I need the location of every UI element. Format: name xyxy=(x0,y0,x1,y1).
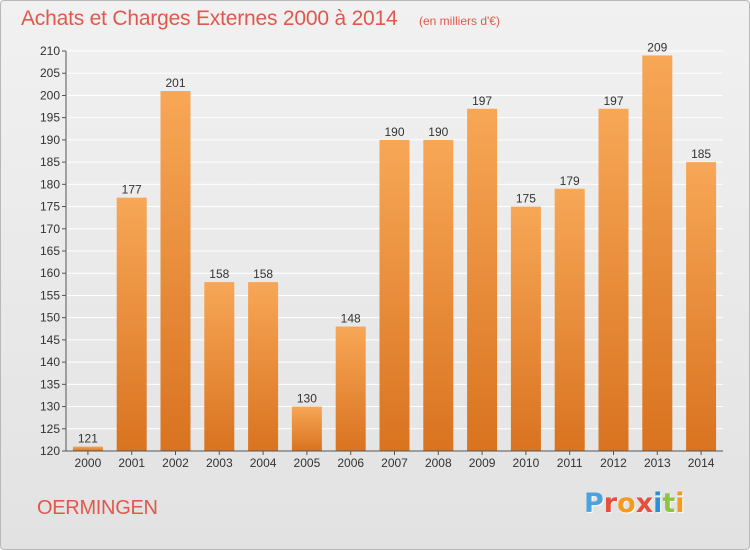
data-label: 158 xyxy=(209,267,229,281)
bar xyxy=(335,326,366,451)
x-tick-label: 2014 xyxy=(688,456,715,470)
x-tick-label: 2011 xyxy=(557,456,583,470)
chart-subtitle: (en milliers d'€) xyxy=(419,14,500,28)
x-tick-label: 2000 xyxy=(75,456,102,470)
data-label: 130 xyxy=(297,392,317,406)
y-tick-label: 155 xyxy=(40,288,60,302)
x-tick-label: 2009 xyxy=(469,456,496,470)
axes xyxy=(62,50,723,455)
x-tick-label: 2010 xyxy=(513,456,540,470)
y-tick-label: 175 xyxy=(40,200,60,214)
bar xyxy=(204,282,235,451)
bar xyxy=(686,162,717,451)
y-tick-label: 150 xyxy=(40,311,60,325)
y-tick-label: 210 xyxy=(40,44,60,58)
y-tick-label: 190 xyxy=(40,133,60,147)
bar xyxy=(642,55,673,451)
logo-letter: t xyxy=(662,488,676,519)
y-tick-label: 170 xyxy=(40,222,60,236)
logo-letter: P xyxy=(584,488,604,519)
data-label: 121 xyxy=(78,432,98,446)
logo-letter: x xyxy=(635,488,654,519)
bar xyxy=(248,282,279,451)
data-label: 175 xyxy=(516,192,536,206)
bar xyxy=(554,188,585,451)
bar xyxy=(467,108,498,452)
logo-letter: r xyxy=(603,488,618,519)
data-label: 190 xyxy=(428,125,448,139)
x-tick-label: 2004 xyxy=(250,456,277,470)
y-tick-label: 165 xyxy=(40,244,60,258)
bar xyxy=(291,406,322,451)
logo-letter: o xyxy=(617,488,636,519)
data-label: 190 xyxy=(384,125,404,139)
bar xyxy=(116,197,147,451)
y-tick-label: 135 xyxy=(40,377,60,391)
data-label: 185 xyxy=(691,147,711,161)
x-tick-label: 2001 xyxy=(118,456,145,470)
bars xyxy=(72,55,717,452)
chart-title: Achats et Charges Externes 2000 à 2014 xyxy=(21,7,398,30)
data-label: 158 xyxy=(253,267,273,281)
y-tick-label: 200 xyxy=(40,88,60,102)
x-tick-label: 2003 xyxy=(206,456,233,470)
y-tick-label: 195 xyxy=(40,111,60,125)
bar xyxy=(510,206,541,451)
y-tick-label: 180 xyxy=(40,177,60,191)
bar xyxy=(160,91,191,451)
y-tick-label: 205 xyxy=(40,66,60,80)
bar xyxy=(423,139,454,451)
data-label: 177 xyxy=(122,183,142,197)
commune-name: OERMINGEN xyxy=(37,497,158,519)
bar xyxy=(379,139,410,451)
x-tick-label: 2007 xyxy=(381,456,408,470)
y-tick-label: 185 xyxy=(40,155,60,169)
x-tick-label: 2013 xyxy=(644,456,671,470)
x-tick-label: 2006 xyxy=(337,456,364,470)
y-tick-label: 145 xyxy=(40,333,60,347)
labels: 120 125 130 135 140 145 150 155 160 165 170 175 180 1… xyxy=(40,40,715,470)
data-label: 179 xyxy=(560,174,580,188)
y-tick-label: 160 xyxy=(40,266,60,280)
proxiti-logo: Proxiti xyxy=(584,488,685,519)
x-tick-label: 2002 xyxy=(162,456,189,470)
logo-letter: i xyxy=(653,488,663,519)
y-tick-label: 125 xyxy=(40,422,60,436)
bar xyxy=(598,108,629,452)
data-label: 197 xyxy=(603,94,623,108)
data-label: 209 xyxy=(647,40,667,54)
x-tick-label: 2012 xyxy=(600,456,627,470)
y-tick-label: 140 xyxy=(40,355,60,369)
x-tick-label: 2008 xyxy=(425,456,452,470)
logo-letter: i xyxy=(675,488,685,519)
data-label: 148 xyxy=(341,312,361,326)
data-label: 201 xyxy=(165,76,185,90)
bar xyxy=(72,446,103,451)
data-label: 197 xyxy=(472,94,492,108)
x-tick-label: 2005 xyxy=(294,456,321,470)
y-tick-label: 130 xyxy=(40,400,60,414)
y-tick-label: 120 xyxy=(40,444,60,458)
